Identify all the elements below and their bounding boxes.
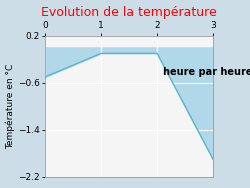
Y-axis label: Température en °C: Température en °C (6, 64, 15, 149)
Text: heure par heure: heure par heure (163, 67, 250, 77)
Title: Evolution de la température: Evolution de la température (41, 6, 217, 19)
